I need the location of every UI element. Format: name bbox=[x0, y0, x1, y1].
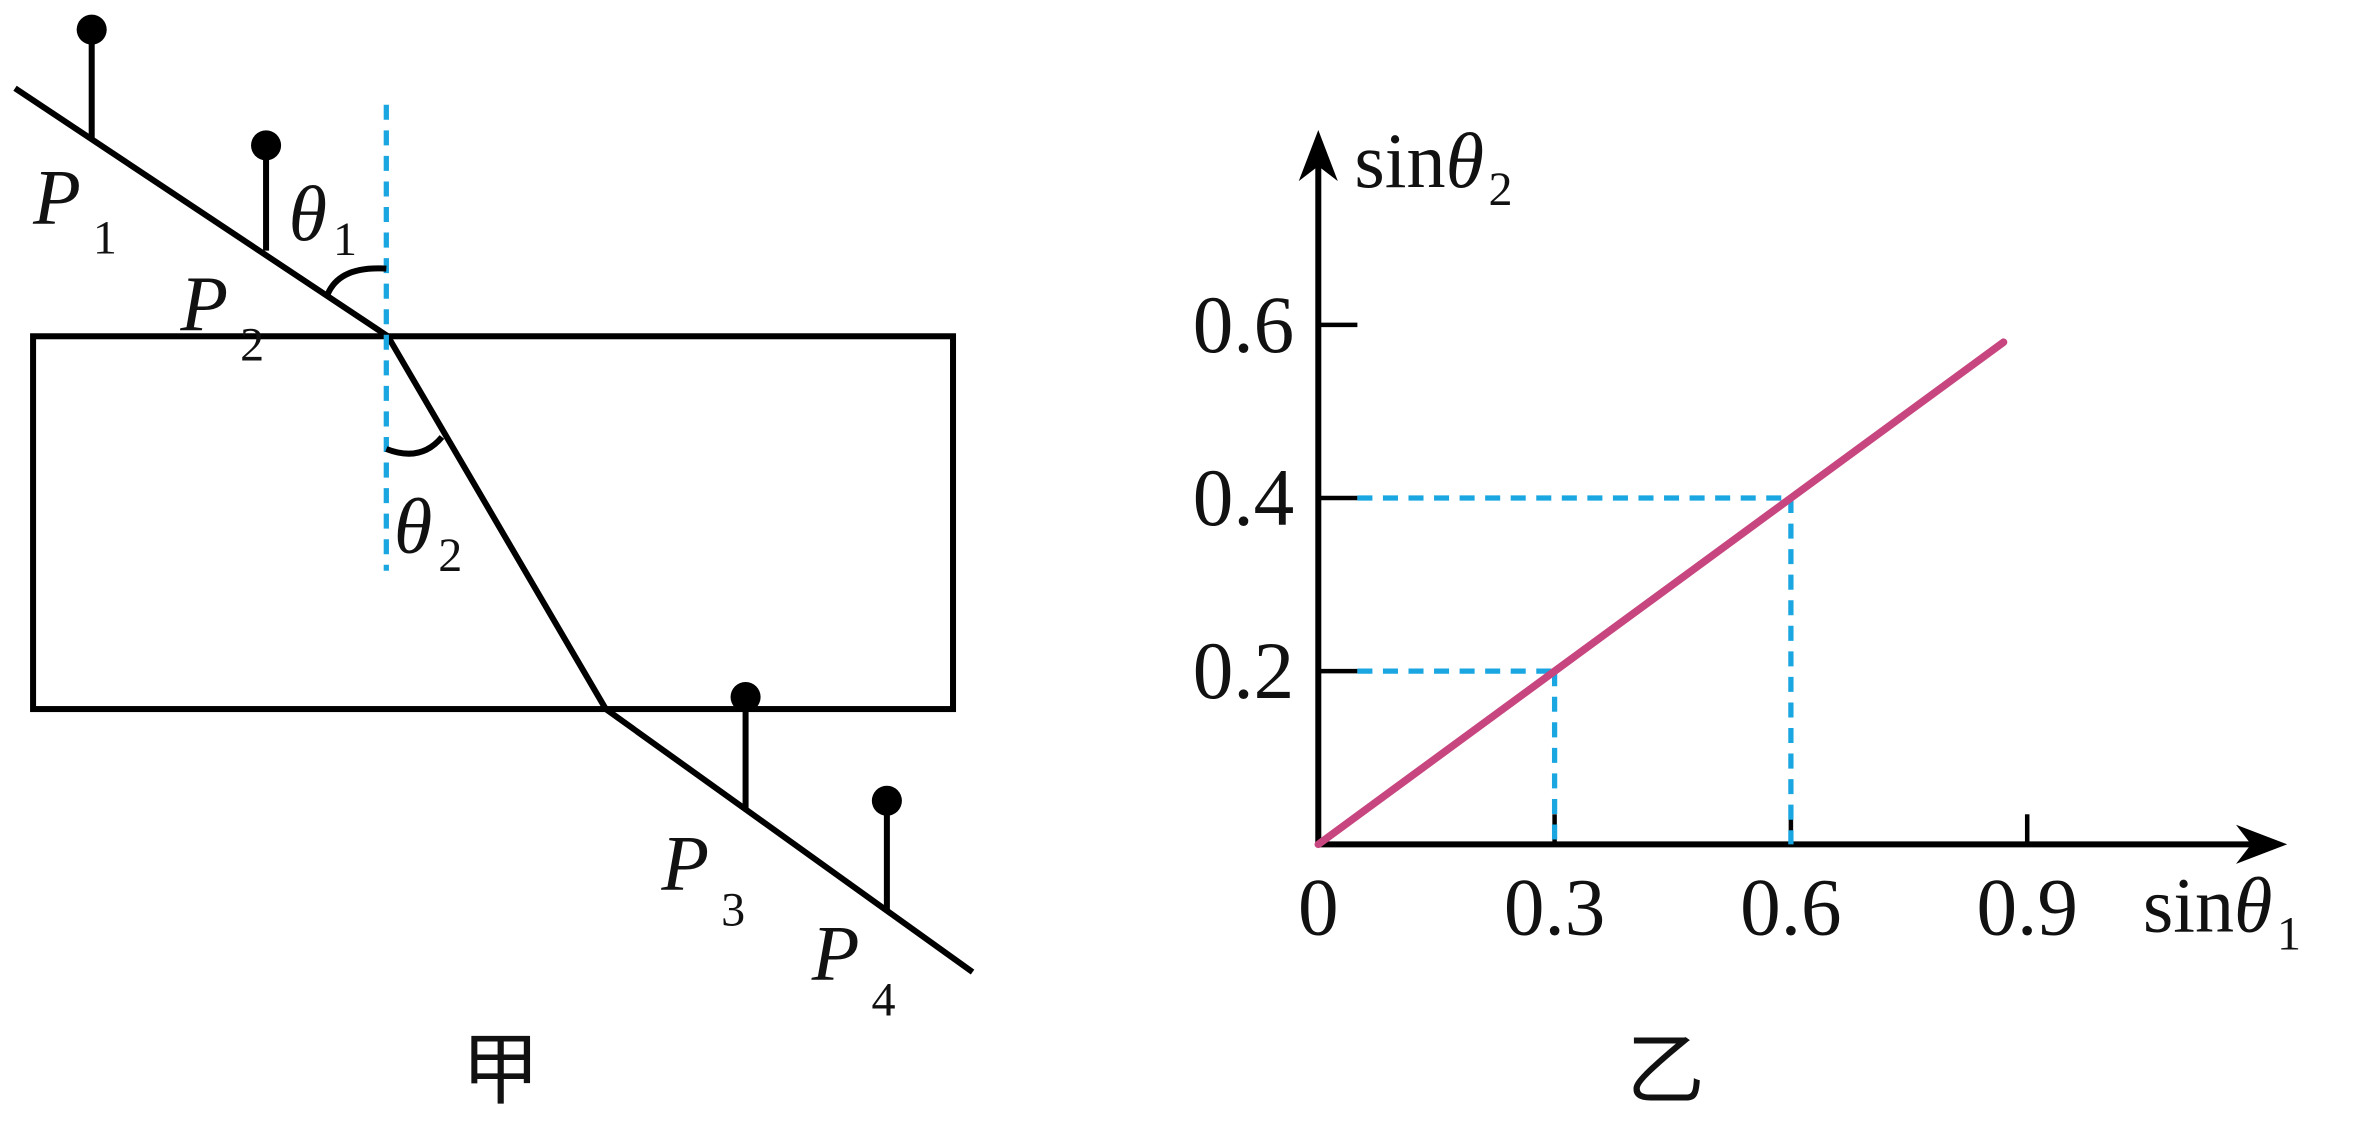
pin-label: P4 bbox=[811, 910, 896, 1027]
x-axis-label-sub: 1 bbox=[2277, 908, 2301, 961]
pin-head bbox=[251, 130, 282, 161]
x-tick-label: 0.9 bbox=[1976, 863, 2077, 953]
y-axis-label-symbol: θ bbox=[1446, 117, 1484, 204]
x-axis-label-symbol: θ bbox=[2234, 862, 2272, 949]
pin-head bbox=[871, 785, 902, 816]
caption: 甲 bbox=[461, 1027, 539, 1114]
emergent-ray bbox=[604, 706, 975, 975]
x-tick-label: 0.3 bbox=[1504, 863, 1605, 953]
x-tick-label: 0.6 bbox=[1740, 863, 1841, 953]
y-arrow bbox=[1298, 130, 1338, 182]
y-tick-label: 0.4 bbox=[1193, 453, 1294, 543]
pin-head bbox=[730, 682, 761, 713]
y-tick-label: 0.2 bbox=[1193, 626, 1294, 716]
y-axis-label-sub: 2 bbox=[1489, 163, 1513, 216]
x-tick-label: 0 bbox=[1298, 863, 1339, 953]
angle-arc bbox=[324, 265, 387, 296]
incident-ray bbox=[13, 85, 390, 339]
x-axis-label-text: sin bbox=[2143, 862, 2234, 949]
glass-block bbox=[30, 333, 957, 713]
pin-label: P3 bbox=[660, 819, 745, 936]
pin-heads bbox=[76, 14, 902, 816]
y-axis-label-text: sin bbox=[1354, 117, 1445, 204]
y-axis-label: sinθ 2 bbox=[1354, 117, 1512, 216]
refracted-ray bbox=[385, 334, 609, 711]
data-line bbox=[1314, 338, 2008, 849]
pin-head bbox=[76, 14, 107, 45]
refraction-diagram bbox=[13, 29, 975, 975]
y-tick-label: 0.6 bbox=[1193, 280, 1294, 370]
angle-arc bbox=[385, 434, 445, 457]
caption: 乙 bbox=[1626, 1027, 1704, 1114]
x-arrow bbox=[2236, 824, 2288, 864]
x-axis-label: sinθ 1 bbox=[2143, 862, 2301, 961]
